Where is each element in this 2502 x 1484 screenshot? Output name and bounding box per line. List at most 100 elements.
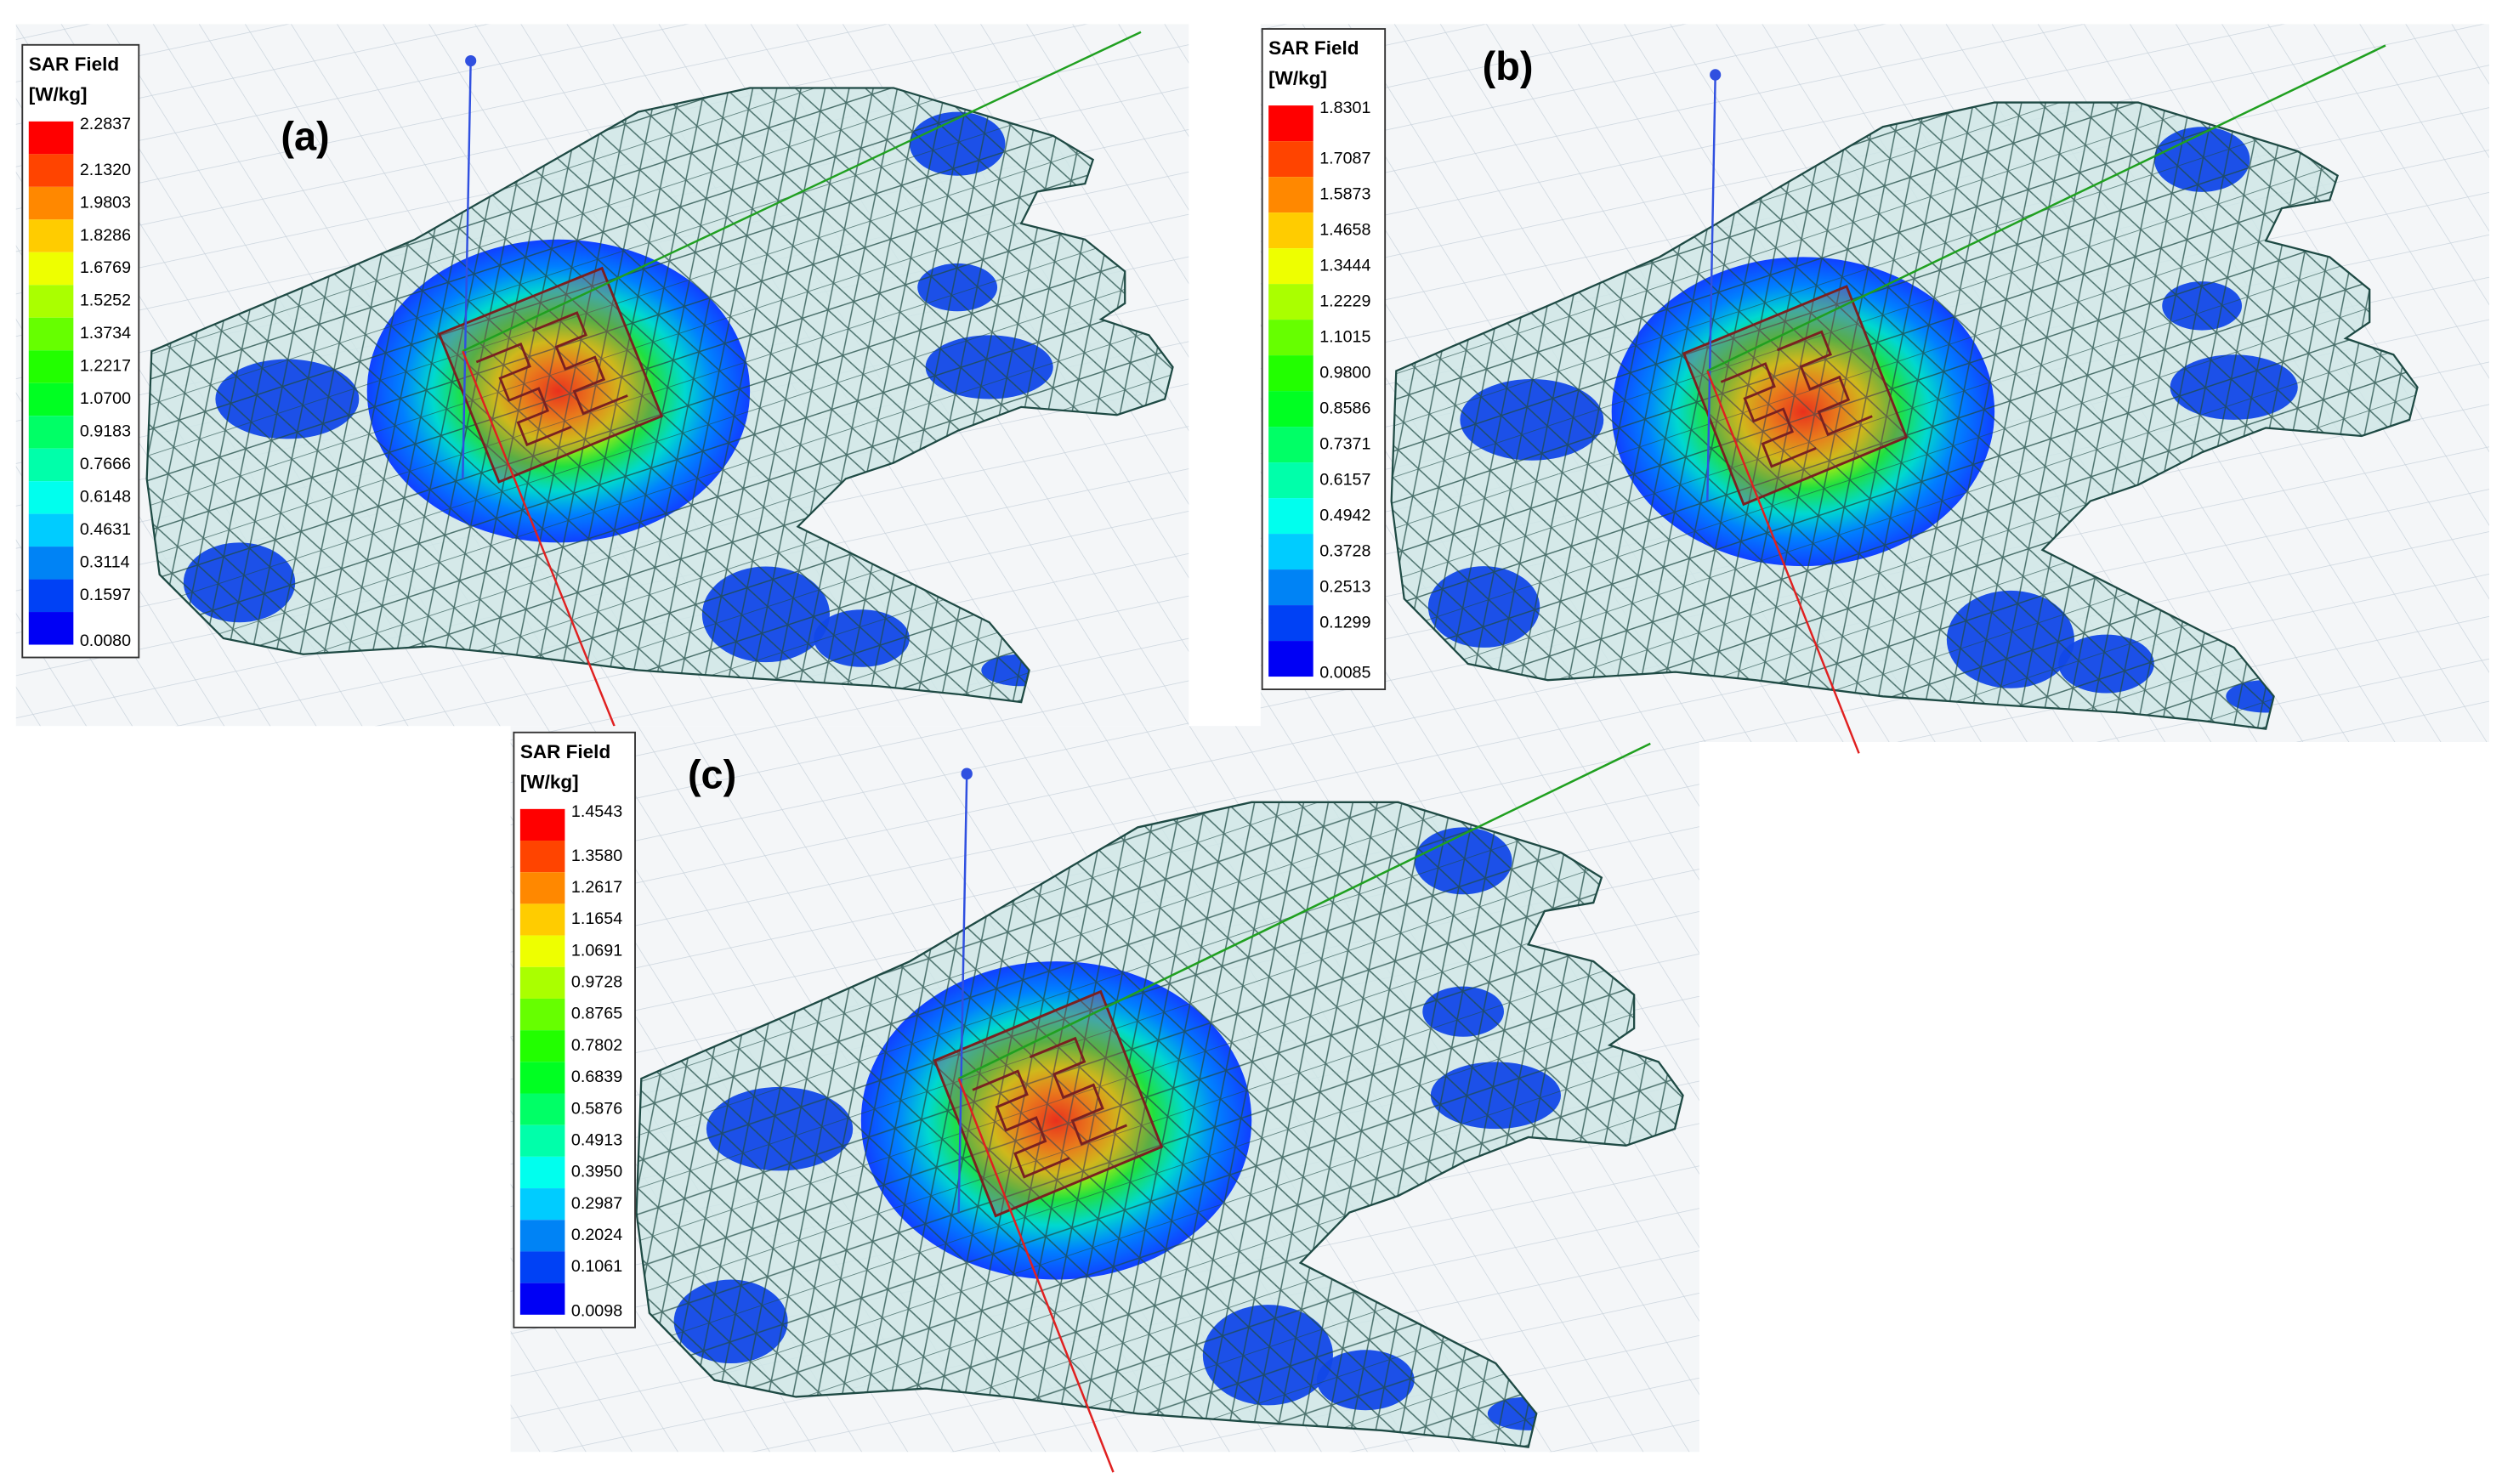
- hand-outline: [145, 87, 1174, 704]
- legend-swatch: [1268, 248, 1313, 285]
- legend-tick-label: 1.6769: [80, 258, 131, 277]
- legend-tick-label: 0.3950: [571, 1163, 622, 1181]
- legend-tick-label: 0.4631: [80, 520, 131, 539]
- legend-swatch: [28, 481, 74, 514]
- axis-z: [1706, 74, 1716, 501]
- legend-swatch: [519, 935, 565, 967]
- legend-swatch: [519, 1030, 565, 1062]
- panel: (c) SAR Field [W/kg] 1.4543 1.3580 1.2617 1.1…: [510, 726, 1699, 1473]
- legend-swatch: [28, 513, 74, 547]
- legend-swatch: [1268, 498, 1313, 535]
- legend-tick-label: 1.9803: [80, 193, 131, 212]
- legend-swatch: [28, 252, 74, 286]
- legend-swatch: [519, 1251, 565, 1283]
- legend-swatch: [1268, 320, 1313, 356]
- legend-tick-label: 1.7087: [1319, 149, 1370, 167]
- legend-swatch: [519, 1124, 565, 1157]
- legend-swatch: [28, 547, 74, 580]
- legend-tick-label: 0.2024: [571, 1226, 622, 1244]
- legend-swatch: [519, 903, 565, 936]
- legend-swatch: [28, 317, 74, 351]
- antenna-meander: [475, 311, 628, 447]
- legend-tick-label: 0.6157: [1319, 470, 1370, 489]
- legend-tick-label: 1.5252: [80, 292, 131, 310]
- legend-swatch: [519, 1283, 565, 1315]
- legend-tick-label: 0.7666: [80, 455, 131, 473]
- axis-z-end: [1710, 69, 1722, 81]
- legend-swatch: [1268, 177, 1313, 213]
- legend-tick-label: 0.4913: [571, 1130, 622, 1149]
- legend-swatch: [28, 612, 74, 645]
- axis-z: [957, 773, 968, 1213]
- legend-unit: [W/kg]: [29, 83, 88, 105]
- legend-swatch: [519, 998, 565, 1031]
- legend-swatch: [519, 841, 565, 873]
- legend-tick-label: 1.0691: [571, 941, 622, 960]
- legend-tick-label: 1.1654: [571, 909, 622, 928]
- legend-tick-label: 1.5873: [1319, 184, 1370, 203]
- axis-z-end: [961, 767, 973, 780]
- legend-title: SAR Field: [1268, 37, 1359, 59]
- panel-label: (c): [688, 752, 736, 796]
- legend-swatch: [519, 1220, 565, 1252]
- legend-tick-label: 0.4942: [1319, 506, 1370, 524]
- legend-swatch: [1268, 427, 1313, 463]
- legend-tick-label: 2.1320: [80, 161, 131, 179]
- axis-y: [1706, 44, 2386, 372]
- legend-tick-label: 0.3114: [80, 553, 130, 572]
- axis-y: [958, 742, 1651, 1080]
- legend-tick-label: 0.0085: [1319, 663, 1370, 682]
- legend-swatch: [519, 1156, 565, 1189]
- antenna-meander: [1720, 330, 1873, 468]
- axis-x: [1706, 370, 1860, 754]
- legend-tick-label: 0.9800: [1319, 363, 1370, 382]
- legend-swatch: [28, 579, 74, 613]
- legend-swatch: [1268, 212, 1313, 249]
- legend-swatch: [1268, 105, 1313, 142]
- legend-tick-label: 1.2217: [80, 357, 131, 376]
- legend-swatch: [28, 219, 74, 252]
- panel: (a) SAR Field [W/kg] 2.2837 2.1320 1.9803 1.8…: [15, 24, 1189, 727]
- legend-tick-label: 0.1061: [571, 1257, 622, 1276]
- antenna-meander: [972, 1036, 1127, 1179]
- legend-swatch: [1268, 391, 1313, 428]
- legend-swatch: [519, 1062, 565, 1094]
- legend-swatch: [519, 808, 565, 841]
- legend-tick-label: 1.2229: [1319, 292, 1370, 310]
- legend-tick-label: 0.8765: [571, 1005, 622, 1023]
- legend-title: SAR Field: [29, 54, 119, 75]
- legend-swatch: [28, 382, 74, 416]
- hand-outline: [635, 801, 1684, 1448]
- legend-tick-label: 0.5876: [571, 1099, 622, 1118]
- legend-tick-label: 1.4658: [1319, 220, 1370, 239]
- legend-swatch: [1268, 141, 1313, 178]
- legend-tick-label: 0.8586: [1319, 399, 1370, 417]
- legend-swatch: [519, 1188, 565, 1221]
- legend-tick-label: 1.1015: [1319, 327, 1370, 346]
- legend-tick-label: 1.8286: [80, 226, 131, 245]
- axis-z: [462, 60, 472, 479]
- axis-x: [957, 1078, 1115, 1473]
- legend-swatch: [28, 285, 74, 318]
- legend-swatch: [28, 448, 74, 482]
- axis-x: [462, 350, 616, 727]
- legend-tick-label: 0.0098: [571, 1301, 622, 1320]
- legend-tick-label: 1.0700: [80, 389, 131, 408]
- legend-swatch: [28, 350, 74, 383]
- legend-swatch: [28, 121, 74, 155]
- legend-tick-label: 0.6839: [571, 1068, 622, 1086]
- panel-label: (a): [281, 115, 329, 159]
- legend-tick-label: 0.9728: [571, 973, 622, 992]
- legend-swatch: [519, 872, 565, 904]
- legend-tick-label: 0.9183: [80, 422, 131, 441]
- panel: (b) SAR Field [W/kg] 1.8301 1.7087 1.5873 1.4…: [1260, 24, 2489, 754]
- legend-tick-label: 0.7371: [1319, 434, 1370, 453]
- legend-tick-label: 0.7802: [571, 1036, 622, 1055]
- legend-unit: [W/kg]: [1268, 68, 1327, 89]
- legend-title: SAR Field: [520, 741, 610, 762]
- legend-swatch: [1268, 641, 1313, 677]
- axis-z-end: [465, 54, 477, 67]
- legend-swatch: [1268, 569, 1313, 606]
